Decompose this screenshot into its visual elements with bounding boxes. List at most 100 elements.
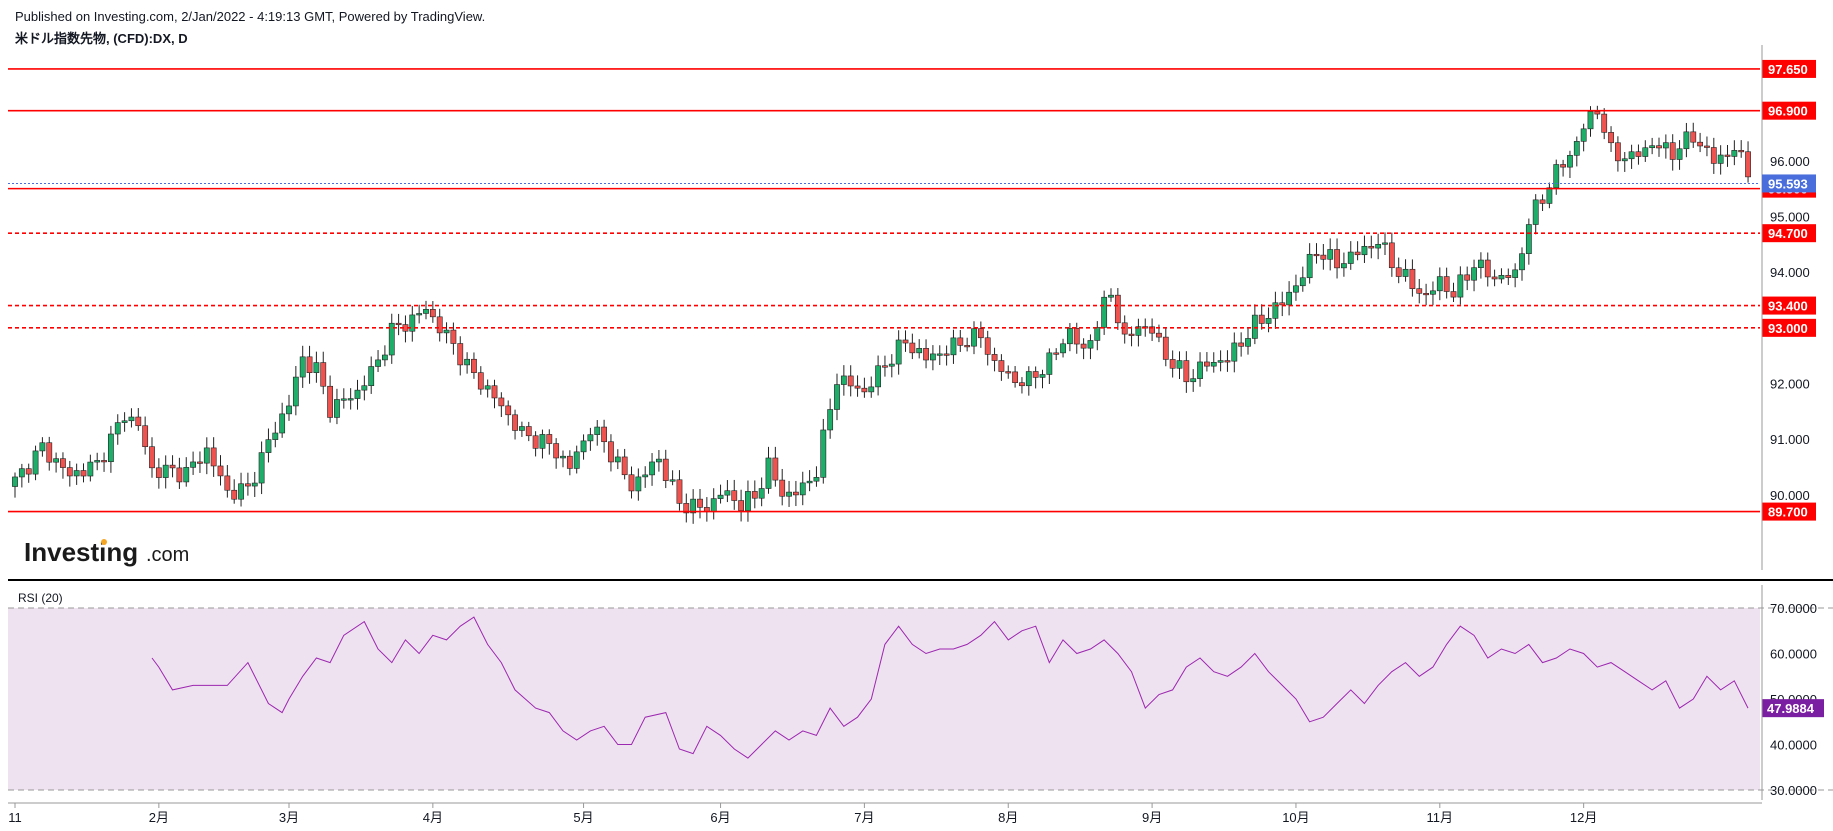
candle-body xyxy=(683,503,690,514)
candle-body xyxy=(340,398,347,401)
candle-body xyxy=(758,488,765,499)
published-line: Published on Investing.com, 2/Jan/2022 -… xyxy=(15,9,486,24)
candle-body xyxy=(518,426,525,431)
candle-body xyxy=(923,348,929,361)
candle-body xyxy=(1464,274,1471,281)
candle-body xyxy=(977,328,984,339)
candle-body xyxy=(457,343,464,366)
candle-body xyxy=(621,456,628,476)
candle-body xyxy=(477,372,484,390)
candle-body xyxy=(1649,145,1656,149)
candle-body xyxy=(1087,340,1094,349)
level-price-tag xyxy=(1762,101,1816,120)
candle-body xyxy=(1210,361,1217,367)
candle-body xyxy=(628,474,635,492)
candle-body xyxy=(1012,371,1018,383)
candle-body xyxy=(669,479,676,482)
candle-body xyxy=(546,434,553,444)
candle-body xyxy=(1060,343,1066,354)
candle-body xyxy=(108,433,114,463)
candle-body xyxy=(724,490,731,496)
candle-body xyxy=(1046,352,1053,375)
level-price-tag xyxy=(1762,296,1816,315)
candle-body xyxy=(1546,187,1553,204)
candle-body xyxy=(1710,147,1717,164)
candle-body xyxy=(991,354,998,361)
candle-body xyxy=(1580,128,1587,142)
candle-body xyxy=(984,337,991,355)
candle-body xyxy=(46,442,53,463)
candle-body xyxy=(1073,328,1080,345)
candle-body xyxy=(1183,360,1190,383)
candle-body xyxy=(1656,145,1662,149)
candle-body xyxy=(929,353,936,361)
candle-body xyxy=(60,458,66,468)
candle-body xyxy=(272,432,279,440)
candle-body xyxy=(1190,378,1197,383)
candle-body xyxy=(1053,352,1060,355)
candle-body xyxy=(1341,263,1347,269)
candle-body xyxy=(676,479,683,504)
rsi-panel[interactable]: RSI (20)30.000040.000050.000060.000070.0… xyxy=(8,585,1833,800)
candle-body xyxy=(1738,150,1745,153)
candle-body xyxy=(1019,382,1025,387)
watermark-brand: Investing xyxy=(24,537,138,567)
candle-body xyxy=(190,461,196,468)
candle-body xyxy=(751,491,758,499)
time-tick-label: 10月 xyxy=(1282,810,1309,825)
candle-body xyxy=(1306,253,1313,279)
candle-body xyxy=(1539,199,1546,204)
candle-body xyxy=(594,426,601,435)
candle-body xyxy=(18,468,25,478)
price-tick-label: 94.000 xyxy=(1770,265,1810,280)
candle-body xyxy=(834,384,840,410)
candle-body xyxy=(1416,288,1423,294)
level-price-tag-label: 93.400 xyxy=(1768,299,1808,314)
candle-body xyxy=(1690,131,1697,143)
candle-body xyxy=(409,314,416,332)
candle-body xyxy=(210,447,217,467)
candle-body xyxy=(1354,251,1361,256)
candle-body xyxy=(258,452,265,484)
time-axis: 11 2月 3月 4月 5月 6月 7月 8月 9月 10月 11月 12月 xyxy=(8,802,1762,825)
time-tick-label: 7月 xyxy=(854,810,874,825)
candle-body xyxy=(642,474,649,478)
watermark-suffix: .com xyxy=(146,544,189,566)
candle-body xyxy=(697,498,703,508)
candle-body xyxy=(813,477,820,482)
candle-body xyxy=(731,490,738,501)
level-price-tag-label: 97.650 xyxy=(1768,62,1808,77)
candle-body xyxy=(1293,285,1299,293)
candle-body xyxy=(176,467,183,483)
candle-body xyxy=(1162,336,1169,360)
candle-body xyxy=(512,414,518,431)
candle-body xyxy=(587,434,594,442)
candle-body xyxy=(1567,155,1573,168)
candle-body xyxy=(1299,277,1306,287)
candle-body xyxy=(532,435,539,449)
candle-body xyxy=(1430,290,1436,295)
candle-body xyxy=(1375,244,1382,249)
candle-body xyxy=(66,467,73,477)
candle-body xyxy=(710,498,717,513)
candle-body xyxy=(1457,274,1464,298)
candle-body xyxy=(655,458,662,463)
candle-body xyxy=(484,385,491,390)
candle-body xyxy=(1149,326,1155,334)
candle-body xyxy=(662,458,669,481)
candle-body xyxy=(320,362,327,387)
candle-body xyxy=(738,500,744,511)
rsi-tick-label: 70.0000 xyxy=(1770,601,1817,616)
time-tick-label: 8月 xyxy=(998,810,1018,825)
candle-body xyxy=(1388,242,1395,269)
price-panel[interactable]: 90.000 91.000 92.000 93.000 94.000 95.000 96.0… xyxy=(8,45,1816,570)
candle-body xyxy=(354,389,361,399)
current-price-tag-label: 95.593 xyxy=(1768,176,1808,191)
candle-body xyxy=(94,460,101,463)
candle-body xyxy=(1032,371,1039,378)
candle-body xyxy=(971,328,977,347)
price-tick-label: 92.000 xyxy=(1770,377,1810,392)
candle-body xyxy=(566,455,573,469)
candle-body xyxy=(1251,314,1258,339)
